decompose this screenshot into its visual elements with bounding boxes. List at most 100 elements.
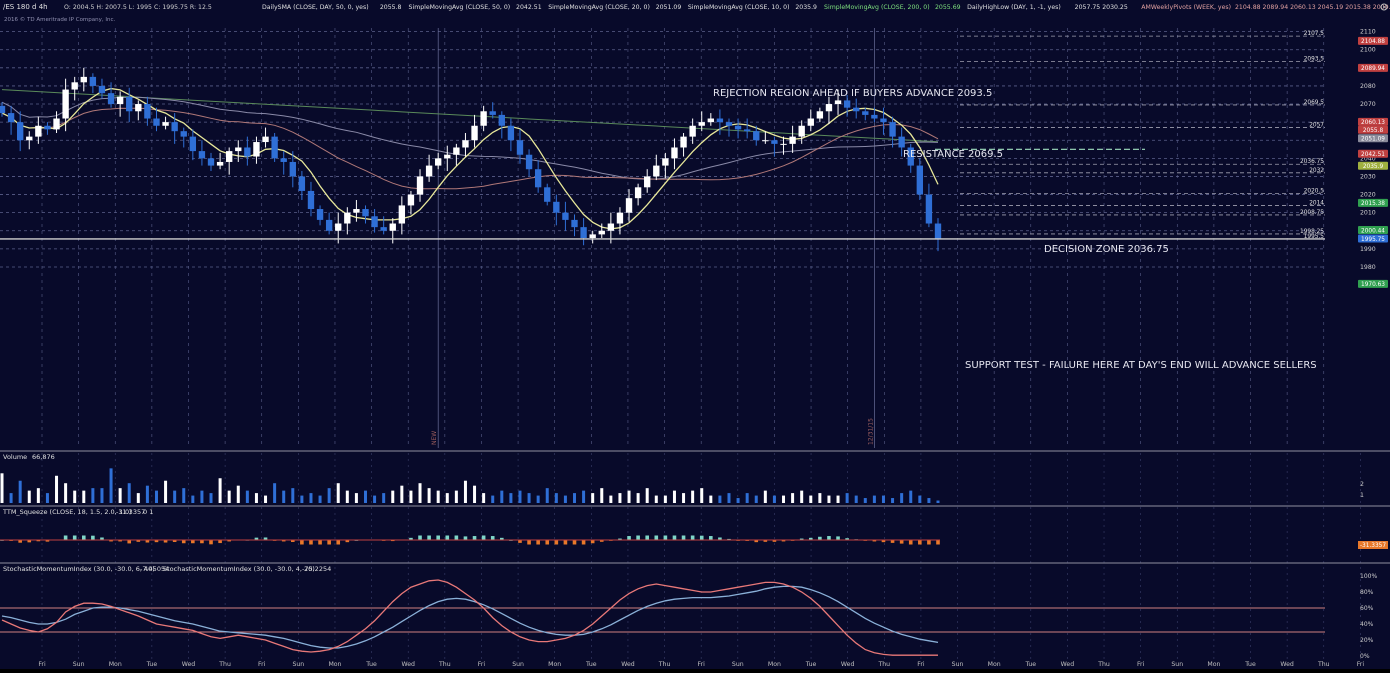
volume-bar	[382, 493, 386, 503]
volume-tick-label: 1	[1360, 492, 1364, 499]
price-tick-label: 2020	[1360, 192, 1376, 199]
squeeze-bar	[818, 536, 822, 540]
time-axis-label: Fri	[1357, 661, 1365, 668]
time-axis-label: Fri	[258, 661, 266, 668]
candle-body	[762, 140, 769, 142]
squeeze-bar	[136, 540, 141, 542]
squeeze-bar	[663, 535, 668, 540]
study-label: SimpleMovingAvg (CLOSE, 200, 0)	[824, 4, 930, 11]
candle-body	[743, 129, 751, 132]
volume-bar	[182, 488, 186, 503]
volume-bar	[654, 495, 658, 503]
volume-bar	[709, 495, 713, 503]
candle-body	[853, 107, 860, 112]
volume-bar	[800, 490, 804, 503]
squeeze-bar	[263, 537, 268, 540]
candle-body	[716, 118, 724, 123]
smi-tick-label: 0%	[1360, 653, 1370, 660]
volume-bar	[591, 493, 595, 503]
candle	[834, 89, 842, 115]
candle-body	[335, 223, 342, 231]
candle-body	[289, 161, 296, 177]
time-axis-label: Fri	[478, 661, 486, 668]
squeeze-bar	[254, 537, 259, 540]
squeeze-bar	[890, 540, 895, 543]
squeeze-bar	[590, 540, 595, 544]
time-axis-label: Thu	[877, 661, 890, 668]
volume-bar	[218, 478, 222, 503]
time-axis-label: Mon	[109, 661, 122, 668]
level-label: 2008.75	[1300, 210, 1324, 216]
candle	[680, 133, 687, 157]
candle	[743, 118, 751, 139]
candle-body	[298, 176, 306, 191]
volume-bar	[554, 493, 558, 503]
study-value: 2042.51	[516, 4, 542, 11]
candle	[26, 131, 33, 150]
squeeze-bar	[118, 540, 122, 542]
volume-bar	[454, 490, 458, 503]
candle	[516, 129, 524, 164]
candle-body	[689, 125, 696, 137]
squeeze-bar	[799, 538, 804, 540]
settings-icon[interactable]	[1380, 3, 1388, 11]
candle	[235, 140, 242, 162]
time-axis: Fri Sun Mon Tue Wed Thu Fri Sun Mon Tue Wed Thu Fri S…	[38, 661, 1364, 668]
volume-bars: 21	[0, 468, 1364, 503]
volume-bar	[500, 490, 504, 503]
price-badge-label: 2000.44	[1361, 228, 1385, 234]
moving-averages	[1, 87, 939, 230]
level-label: 2093.5	[1304, 56, 1325, 62]
smi1-label: StochasticMomentumIndex (30.0, -30.0, 6,…	[3, 565, 155, 573]
candle-body	[325, 219, 333, 231]
candle	[116, 91, 124, 117]
time-axis-label: Tue	[1024, 661, 1036, 668]
price-badge-label: 1995.75	[1361, 237, 1385, 243]
volume-bar	[445, 493, 449, 503]
squeeze-bar	[636, 535, 640, 540]
volume-bar	[563, 495, 567, 503]
candle	[253, 136, 260, 164]
session-label: 12/31/15	[867, 418, 874, 445]
squeeze-bar	[81, 535, 86, 540]
candle-body	[753, 131, 760, 141]
volume-bar	[309, 493, 313, 503]
time-axis-label: Thu	[1317, 661, 1330, 668]
squeeze-bar	[527, 540, 531, 545]
candle	[525, 149, 533, 177]
candle-body	[680, 136, 687, 148]
price-badge-label: 2060.13	[1361, 120, 1385, 126]
candle-body	[771, 140, 778, 144]
squeeze-bar	[91, 535, 95, 540]
candle	[198, 140, 206, 166]
candle	[825, 96, 833, 124]
candle	[498, 111, 505, 139]
candle	[707, 113, 714, 126]
volume-bar	[881, 495, 885, 503]
volume-bar	[409, 490, 413, 503]
squeeze-bar	[227, 540, 231, 542]
candle	[316, 205, 324, 226]
candle	[71, 76, 78, 101]
volume-bar	[509, 493, 513, 503]
smi-fast-line	[1, 579, 938, 656]
symbol-label[interactable]: /ES 180 d 4h	[3, 3, 48, 11]
volume-bar	[863, 498, 867, 503]
volume-bar	[900, 493, 904, 503]
price-grid	[0, 28, 1361, 660]
volume-bar	[154, 490, 158, 503]
candle-body	[507, 125, 515, 141]
candle-body	[489, 111, 496, 115]
candle-body	[189, 136, 197, 152]
squeeze-bar	[581, 540, 586, 545]
candle	[80, 67, 87, 92]
volume-bar	[527, 493, 531, 503]
volume-bar	[363, 490, 367, 503]
candle	[689, 118, 696, 144]
squeeze-bar	[36, 540, 41, 542]
time-axis-label: Tue	[585, 661, 597, 668]
volume-bar	[436, 490, 440, 503]
candle	[662, 152, 669, 179]
volume-bar	[82, 490, 86, 503]
candle-body	[571, 219, 578, 228]
